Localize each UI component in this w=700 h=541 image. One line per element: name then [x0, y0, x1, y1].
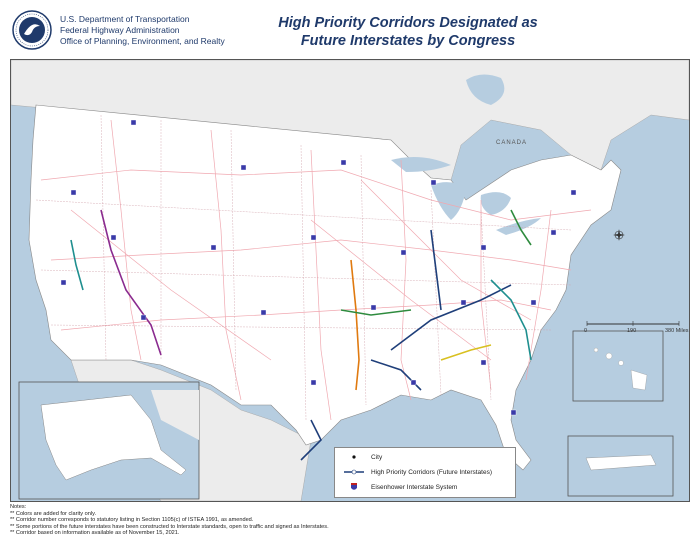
corridor-line: [490, 279, 532, 361]
corridor-line: [350, 259, 360, 391]
corridor-line: [340, 309, 412, 316]
scale-tick-label: 0: [584, 328, 588, 334]
us-land: [28, 104, 622, 471]
puerto-rico-inset: [567, 435, 674, 497]
scale-tick-label: 190: [627, 328, 637, 334]
legend-label: High Priority Corridors (Future Intersta…: [371, 468, 493, 476]
map-frame: CANADA 0 190 380 Miles City High Priorit…: [10, 59, 690, 502]
map-title: High Priority Corridors Designated as Fu…: [238, 14, 578, 50]
lake-michigan: [431, 182, 466, 220]
hudson-bay: [466, 74, 505, 105]
corridor-line: [510, 209, 532, 246]
corridors: [70, 209, 532, 461]
note-line: ** Some portions of the future interstat…: [10, 523, 329, 530]
legend-item: Eisenhower Interstate System: [343, 481, 457, 493]
note-line: ** Corridor based on information availab…: [10, 530, 180, 537]
corridor-line: [430, 229, 442, 311]
note-line: ** Colors are added for clarity only.: [10, 510, 97, 517]
state-borders: [35, 114, 572, 421]
agency-line: Federal Highway Administration: [60, 25, 180, 35]
notes-heading: Notes:: [10, 504, 27, 510]
legend-item: City: [343, 451, 382, 463]
alaska-inset: [18, 381, 200, 500]
country-label: CANADA: [496, 140, 528, 146]
header: U.S. Department of Transportation Federa…: [0, 0, 700, 58]
interstate-shield-icon: [343, 482, 365, 492]
agency-block: U.S. Department of Transportation Federa…: [60, 14, 225, 47]
interstate-shields: [60, 119, 577, 416]
legend-label: Eisenhower Interstate System: [371, 483, 458, 491]
map-canvas: [11, 60, 689, 501]
legend-item: High Priority Corridors (Future Intersta…: [343, 466, 492, 478]
corridor-line-icon: [343, 467, 365, 477]
notes: Notes: ** Colors are added for clarity o…: [10, 504, 610, 537]
legend-label: City: [371, 453, 383, 461]
title-line: Future Interstates by Congress: [300, 33, 516, 49]
agency-line: U.S. Department of Transportation: [60, 14, 190, 24]
agency-line: Office of Planning, Environment, and Rea…: [60, 36, 225, 46]
usdot-seal-icon: [12, 10, 52, 50]
title-line: High Priority Corridors Designated as: [278, 15, 538, 31]
corridor-line: [70, 239, 84, 291]
scale-tick-label: 380 Miles: [665, 328, 689, 334]
lake-superior: [391, 156, 451, 172]
corridor-line: [440, 344, 492, 361]
city-dot-icon: [343, 452, 365, 462]
lake-huron: [480, 192, 511, 215]
corridor-line: [100, 209, 162, 356]
legend: City High Priority Corridors (Future Int…: [334, 447, 516, 498]
note-line: ** Corridor number corresponds to statut…: [10, 517, 254, 524]
corridor-line: [390, 284, 512, 351]
scale-bar: 0 190 380 Miles: [583, 318, 689, 338]
corridor-line: [300, 419, 322, 461]
hawaii-inset: [572, 330, 664, 402]
